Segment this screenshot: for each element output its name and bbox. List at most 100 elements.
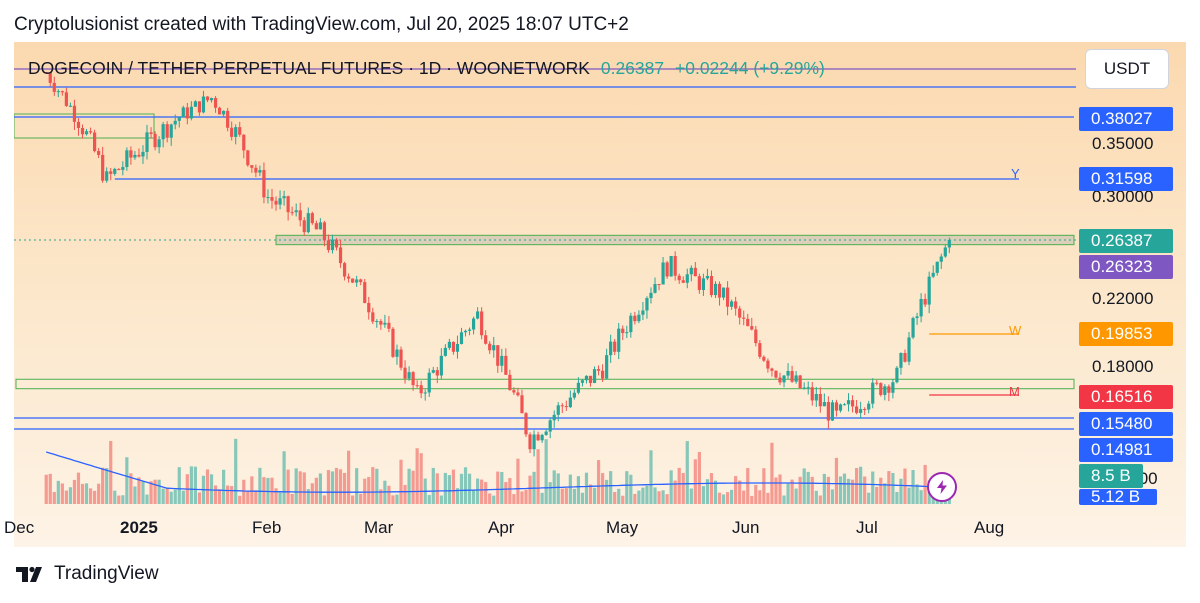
candle-body xyxy=(782,375,786,383)
volume-bar xyxy=(705,479,710,504)
volume-bar xyxy=(68,487,73,504)
candle-body xyxy=(863,409,867,411)
volume-bar xyxy=(786,483,790,504)
candle-body xyxy=(447,341,451,348)
candle-body xyxy=(746,318,750,327)
volume-bar xyxy=(238,495,242,504)
volume-bar xyxy=(508,478,512,504)
candle-body xyxy=(725,287,730,307)
candle-body xyxy=(850,400,855,407)
volume-bar xyxy=(242,479,246,504)
candle-body xyxy=(572,392,576,398)
volume-bar xyxy=(613,491,617,504)
volume-bar xyxy=(359,493,363,504)
candle-body xyxy=(431,370,435,373)
volume-bar xyxy=(467,473,472,504)
volume-bar xyxy=(367,476,371,504)
volume-bar xyxy=(641,487,645,504)
volume-bar xyxy=(379,489,383,504)
time-tick: May xyxy=(606,518,639,537)
volume-bar xyxy=(645,485,649,504)
volume-bar xyxy=(217,489,222,504)
volume-bar xyxy=(403,484,407,504)
currency-button[interactable]: USDT xyxy=(1085,49,1169,89)
candle-body xyxy=(80,127,85,135)
volume-bar xyxy=(97,483,101,504)
price-label: 0.26387 xyxy=(1079,229,1173,253)
time-tick: Dec xyxy=(4,518,35,537)
candle-body xyxy=(742,317,746,319)
candle-body xyxy=(855,406,859,413)
candle-body xyxy=(697,276,701,291)
candle-body xyxy=(165,124,169,138)
volume-bar xyxy=(790,479,794,504)
volume-bar xyxy=(588,484,593,504)
candle-body xyxy=(306,213,310,233)
candle-body xyxy=(355,279,359,283)
footer-logo[interactable]: TradingView xyxy=(16,563,159,585)
candle-body xyxy=(846,400,851,405)
volume-bar xyxy=(568,474,572,504)
volume-bar xyxy=(855,467,859,504)
candle-body xyxy=(867,403,871,410)
candle-body xyxy=(480,311,484,336)
price-label: 0.31598 xyxy=(1079,167,1173,191)
volume-bar xyxy=(661,490,665,504)
volume-bar xyxy=(250,476,254,504)
price-label: 0.15480 xyxy=(1079,412,1173,436)
volume-bar xyxy=(903,468,907,504)
candle-body xyxy=(64,92,68,106)
candle-body xyxy=(93,132,97,152)
zone-box xyxy=(14,113,155,139)
candle-body xyxy=(476,311,480,319)
candle-body xyxy=(504,355,508,375)
candle-body xyxy=(568,397,572,408)
volume-bar xyxy=(697,451,701,504)
volume-bar xyxy=(463,467,468,504)
volume-bar xyxy=(536,449,540,504)
candle-body xyxy=(891,382,895,393)
candle-body xyxy=(177,117,181,121)
volume-bar xyxy=(625,471,629,504)
volume-bar xyxy=(770,442,774,504)
candle-body xyxy=(76,121,81,128)
chart-credit: Cryptolusionist created with TradingView… xyxy=(14,14,629,35)
candle-body xyxy=(879,383,883,395)
candle-body xyxy=(205,96,210,101)
candle-body xyxy=(113,168,117,174)
candle-body xyxy=(189,106,193,119)
volume-bar xyxy=(572,488,576,504)
volume-bar xyxy=(101,467,105,504)
volume-bar xyxy=(516,458,520,504)
candle-body xyxy=(250,165,254,168)
candle-body xyxy=(258,170,262,173)
candle-body xyxy=(653,284,657,293)
candle-body xyxy=(423,392,427,394)
candle-body xyxy=(588,375,593,383)
candle-body xyxy=(911,318,915,338)
chart-area[interactable]: DOGECOIN / TETHER PERPETUAL FUTURES · 1D… xyxy=(4,42,1186,547)
volume-bar xyxy=(399,459,403,504)
candle-body xyxy=(931,272,935,277)
volume-bar xyxy=(145,494,149,504)
candle-body xyxy=(738,308,742,318)
candle-body xyxy=(524,413,528,435)
lightning-icon[interactable] xyxy=(927,472,957,502)
level-tag-y: Y xyxy=(1011,166,1020,181)
candle-body xyxy=(834,402,839,411)
symbol-title: DOGECOIN / TETHER PERPETUAL FUTURES · 1D… xyxy=(28,58,590,78)
volume-bar xyxy=(44,474,48,504)
volume-bar xyxy=(109,441,113,504)
candle-body xyxy=(88,131,93,133)
volume-bar xyxy=(476,478,480,504)
candle-body xyxy=(363,282,367,303)
volume-bar xyxy=(778,474,782,504)
volume-bar xyxy=(230,486,234,504)
candle-body xyxy=(528,434,532,450)
volume-bar xyxy=(758,490,762,504)
price-label: 5.12 B xyxy=(1079,488,1157,505)
volume-bar xyxy=(80,483,85,504)
volume-bar xyxy=(846,478,851,504)
volume-bar xyxy=(213,485,218,504)
candlestick-chart[interactable] xyxy=(14,42,1186,547)
